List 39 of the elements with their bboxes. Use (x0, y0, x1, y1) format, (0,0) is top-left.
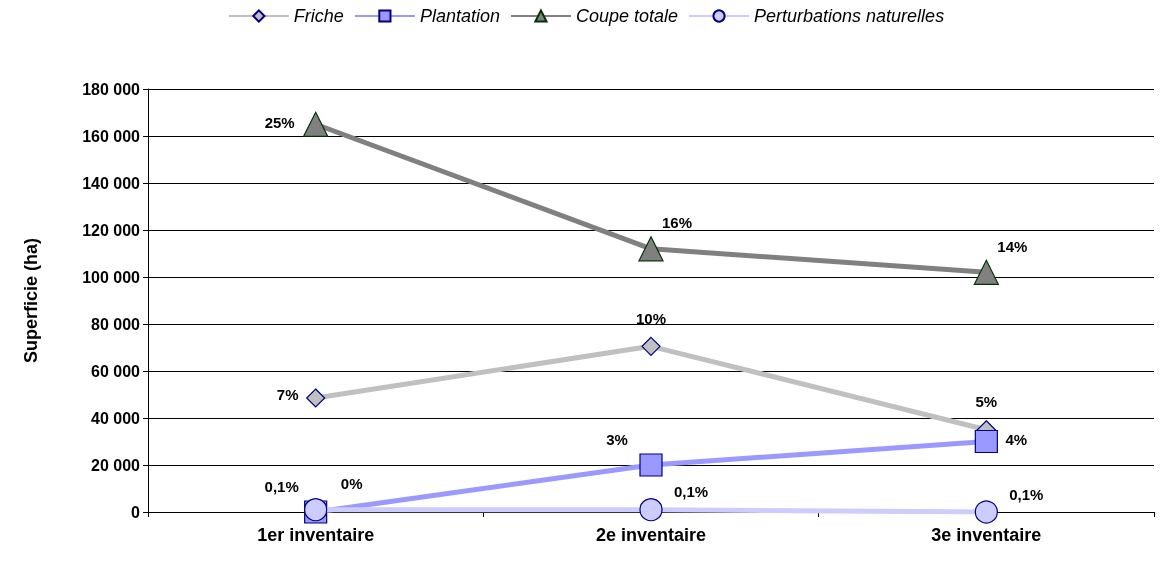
annotation: 4% (1005, 431, 1028, 448)
legend-label: Friche (293, 6, 344, 26)
y-tick-label: 140 000 (82, 174, 141, 192)
annotation: 0% (340, 475, 363, 493)
legend-label: Plantation (419, 6, 500, 26)
y-tick-label: 100 000 (82, 268, 141, 286)
y-tick-label: 80 000 (91, 315, 141, 333)
annotation: 10% (635, 309, 667, 327)
point (638, 236, 664, 262)
y-tick-label: 180 000 (82, 80, 141, 98)
annotation: 0,1% (673, 483, 709, 501)
y-tick-label: 160 000 (82, 127, 141, 145)
point (639, 498, 663, 522)
point (641, 336, 661, 356)
point (303, 111, 329, 137)
legend-label: Perturbations naturelles (754, 6, 945, 26)
y-tick-label: 60 000 (91, 362, 141, 380)
annotation: 16% (661, 214, 693, 232)
point (306, 388, 326, 408)
annotation: 14% (997, 237, 1028, 255)
point (973, 259, 999, 285)
point (974, 500, 998, 524)
point (974, 429, 998, 454)
annotation: 0,1% (264, 477, 299, 495)
legend-label: Coupe totale (575, 6, 679, 26)
y-tick-label: 20 000 (91, 456, 141, 474)
point (639, 453, 663, 477)
y-tick-label: 40 000 (91, 409, 141, 427)
annotation: 5% (975, 393, 998, 411)
y-tick-label: 120 000 (82, 221, 141, 239)
x-tick-label: 2e inventaire (595, 525, 707, 545)
annotation: 3% (606, 430, 628, 448)
annotation: 7% (276, 385, 299, 403)
x-tick-label: 3e inventaire (931, 525, 1042, 545)
y-tick-label: 0 (131, 503, 141, 521)
annotation: 0,1% (1009, 485, 1044, 503)
y-axis-title: Superficie (ha) (21, 237, 41, 364)
x-tick-label: 1er inventaire (257, 525, 375, 545)
annotation: 25% (264, 113, 295, 131)
